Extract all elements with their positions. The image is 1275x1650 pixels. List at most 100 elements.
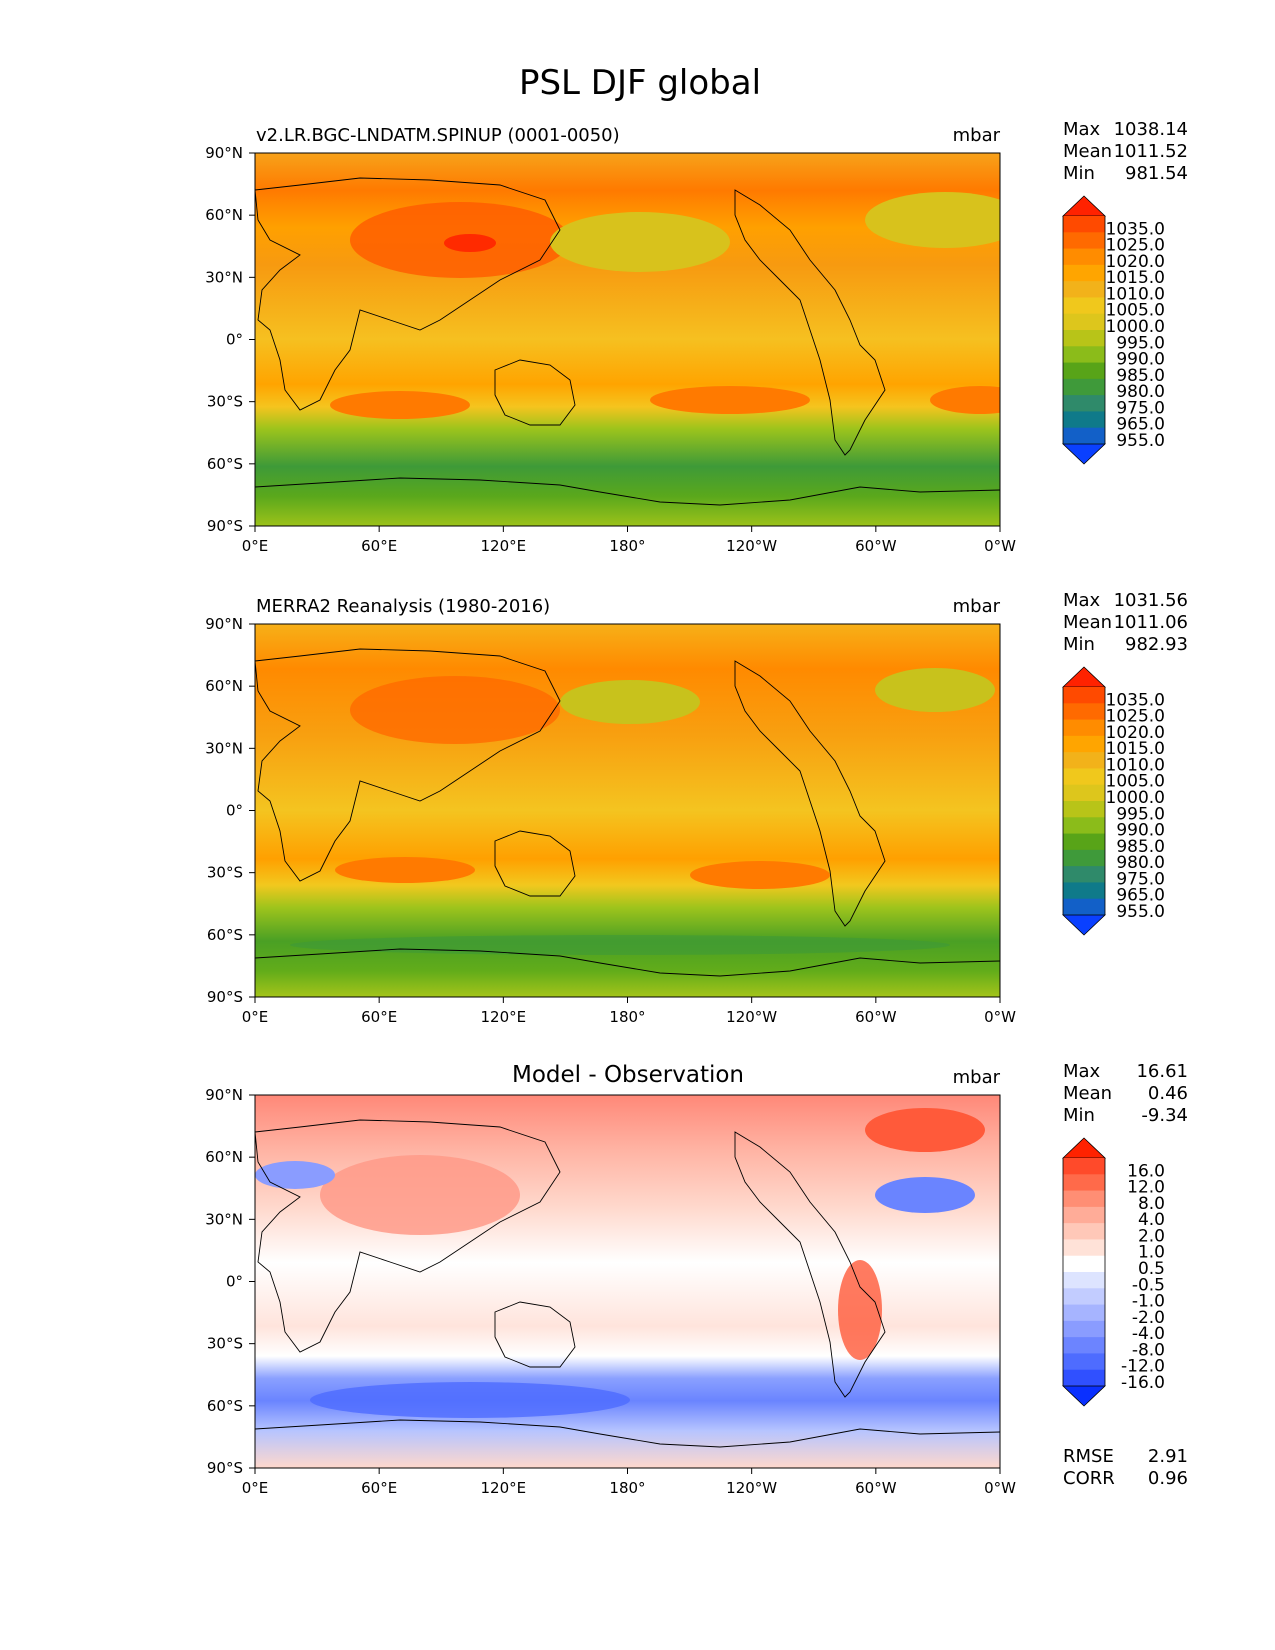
colorbar-swatch	[1063, 817, 1105, 835]
colorbar-tick-label: 1035.0	[1106, 690, 1165, 710]
x-axis-ticks: 0°E 60°E 120°E 180° 120°W 60°W 0°W	[242, 526, 1016, 555]
colorbar-swatch	[1063, 866, 1105, 883]
stat-label: Min	[1063, 1105, 1095, 1126]
southern-ocean-negative	[310, 1382, 630, 1418]
x-axis-ticks: 0°E 60°E 120°E 180° 120°W 60°W 0°W	[242, 997, 1016, 1026]
colorbar-swatch	[1063, 313, 1105, 331]
colorbar-swatch	[1063, 752, 1105, 769]
colorbar-tick-label: 955.0	[1116, 431, 1165, 451]
x-tick-label: 0°W	[984, 1008, 1016, 1026]
y-tick-label: 60°S	[207, 926, 243, 944]
colorbar-tick-label: 980.0	[1116, 853, 1165, 873]
y-tick-label: 60°N	[205, 1148, 243, 1166]
y-tick-label: 60°N	[205, 206, 243, 224]
colorbar-tick-label: 995.0	[1116, 333, 1165, 353]
circumpolar-trough	[290, 935, 950, 955]
y-tick-label: 90°N	[205, 1086, 243, 1104]
y-tick-label: 60°N	[205, 677, 243, 695]
colorbar-swatch	[1063, 216, 1105, 233]
subtropical-high-s1	[335, 857, 475, 883]
continent-australia	[494, 830, 576, 897]
colorbar-tick-label: 2.0	[1138, 1226, 1165, 1246]
colorbar-tick-label: -2.0	[1132, 1308, 1165, 1328]
x-tick-label: 120°E	[481, 537, 527, 555]
panel-observation: MERRA2 Reanalysis (1980-2016) mbar 0°E 60…	[205, 590, 1188, 1026]
x-axis-ticks: 0°E 60°E 120°E 180° 120°W 60°W 0°W	[242, 1468, 1016, 1497]
stats-block: Max 16.61 Mean 0.46 Min -9.34	[1063, 1061, 1188, 1126]
colorbar-tick-label: -8.0	[1132, 1340, 1165, 1360]
continent-americas	[734, 660, 886, 927]
colorbar-swatch	[1063, 1272, 1105, 1289]
colorbar-swatch	[1063, 784, 1105, 802]
panel-title: Model - Observation	[512, 1062, 744, 1088]
y-tick-label: 90°N	[205, 615, 243, 633]
colorbar-swatch	[1063, 1320, 1105, 1338]
x-tick-label: 120°W	[726, 1479, 777, 1497]
y-tick-label: 30°S	[207, 864, 243, 882]
colorbar-tick-label: 1020.0	[1106, 252, 1165, 272]
colorbar-swatch	[1063, 1174, 1105, 1192]
stat-value: 1011.52	[1114, 141, 1188, 162]
colorbar-extend-top	[1062, 195, 1106, 217]
colorbar-swatch	[1063, 1255, 1105, 1273]
colorbar-swatch	[1063, 849, 1105, 867]
x-tick-label: 60°E	[361, 1008, 397, 1026]
colorbar-swatch	[1063, 768, 1105, 786]
stat-label: Max	[1063, 1061, 1101, 1082]
x-tick-label: 60°W	[855, 1479, 897, 1497]
colorbar-tick-label: 975.0	[1116, 398, 1165, 418]
colorbar-tick-label: 1015.0	[1106, 268, 1165, 288]
x-tick-label: 0°W	[984, 537, 1016, 555]
y-tick-label: 90°N	[205, 144, 243, 162]
stats-block: Max 1031.56 Mean 1011.06 Min 982.93	[1063, 590, 1188, 655]
colorbar-swatch	[1063, 1369, 1105, 1387]
colorbar-tick-label: 965.0	[1116, 886, 1165, 906]
x-tick-label: 120°E	[481, 1479, 527, 1497]
siberian-high	[350, 676, 560, 744]
colorbar: 16.012.08.04.02.01.00.5-0.5-1.0-2.0-4.0-…	[1062, 1137, 1165, 1407]
colorbar-tick-label: 8.0	[1138, 1194, 1165, 1214]
x-tick-label: 180°	[609, 1008, 645, 1026]
colorbar-tick-label: 990.0	[1116, 821, 1165, 841]
y-tick-label: 90°S	[207, 988, 243, 1006]
units-label: mbar	[953, 125, 1001, 146]
andes-anomaly	[838, 1260, 882, 1360]
x-tick-label: 0°E	[242, 1479, 269, 1497]
continent-africa-eurasia	[255, 648, 561, 882]
colorbar-swatch	[1063, 411, 1105, 429]
colorbar-tick-label: 0.5	[1138, 1259, 1165, 1279]
y-tick-label: 90°S	[207, 1459, 243, 1477]
colorbar-tick-label: 4.0	[1138, 1210, 1165, 1230]
stat-label: Min	[1063, 634, 1095, 655]
colorbar-swatch	[1063, 281, 1105, 298]
x-tick-label: 0°W	[984, 1479, 1016, 1497]
colorbar-outline	[1062, 1158, 1106, 1386]
colorbar-tick-label: -16.0	[1121, 1373, 1165, 1393]
rmse-value: 2.91	[1148, 1446, 1188, 1467]
colorbar-swatch	[1063, 1223, 1105, 1240]
stat-label: Mean	[1063, 612, 1112, 633]
stat-label: Mean	[1063, 1083, 1112, 1104]
colorbar-swatch	[1063, 1288, 1105, 1306]
stat-label: Max	[1063, 119, 1101, 140]
siberian-high-core	[444, 234, 496, 252]
aleutian-low	[550, 212, 730, 272]
units-label: mbar	[953, 1067, 1001, 1088]
colorbar-swatch	[1063, 427, 1105, 445]
x-tick-label: 60°E	[361, 1479, 397, 1497]
colorbar-swatch	[1063, 248, 1105, 266]
colorbar-swatch	[1063, 378, 1105, 396]
colorbar-tick-label: 1020.0	[1106, 723, 1165, 743]
y-tick-label: 30°N	[205, 739, 243, 757]
colorbar-tick-label: 1005.0	[1106, 301, 1165, 321]
x-tick-label: 180°	[609, 537, 645, 555]
icelandic-low	[875, 668, 995, 712]
subtropical-high-s3	[930, 386, 1000, 414]
stat-value: 1011.06	[1114, 612, 1188, 633]
stat-value: 16.61	[1136, 1061, 1188, 1082]
colorbar-tick-label: 1010.0	[1106, 755, 1165, 775]
x-tick-label: 120°W	[726, 537, 777, 555]
y-tick-label: 30°N	[205, 1210, 243, 1228]
stat-value: 1038.14	[1114, 119, 1188, 140]
continent-africa-eurasia	[255, 177, 561, 411]
